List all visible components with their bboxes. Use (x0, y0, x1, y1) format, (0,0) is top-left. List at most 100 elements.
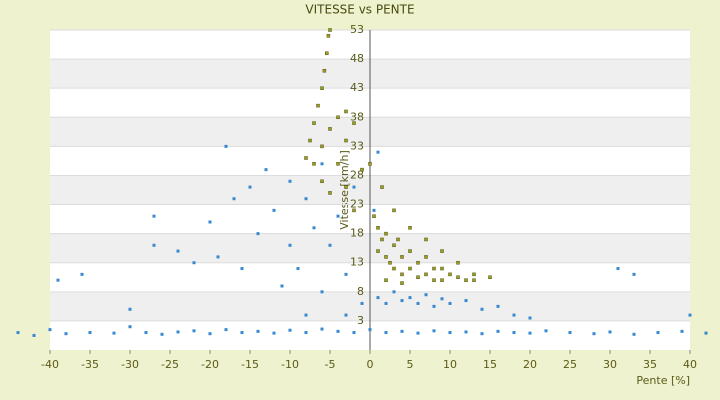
scatter-point (344, 272, 348, 276)
scatter-point (232, 197, 236, 201)
scatter-point (360, 167, 364, 172)
scatter-point (384, 278, 388, 282)
scatter-point (432, 304, 436, 308)
scatter-point (344, 138, 348, 143)
scatter-point (176, 249, 180, 253)
scatter-point (328, 28, 332, 32)
y-tick-label: 48 (350, 52, 364, 65)
scatter-point (632, 272, 636, 276)
scatter-point (152, 243, 156, 247)
x-tick-label: -5 (325, 358, 336, 371)
scatter-point (264, 168, 268, 172)
scatter-point (704, 331, 708, 335)
x-tick-label: -25 (161, 358, 179, 371)
scatter-point (392, 208, 396, 213)
scatter-point (312, 121, 316, 125)
scatter-point (432, 278, 436, 282)
scatter-point (512, 313, 516, 317)
x-tick-label: 30 (603, 358, 617, 371)
y-tick-label: 13 (350, 256, 364, 269)
scatter-point (456, 260, 460, 265)
y-tick-label: 3 (357, 314, 364, 327)
scatter-point (616, 267, 620, 271)
scatter-point (376, 296, 380, 300)
scatter-point (316, 103, 320, 108)
scatter-point (88, 331, 92, 335)
y-tick-label: 33 (350, 139, 364, 152)
scatter-point (336, 115, 340, 120)
scatter-point (392, 243, 396, 248)
scatter-point (112, 331, 116, 335)
x-tick-label: 20 (523, 358, 537, 371)
y-tick-label: 43 (350, 81, 364, 94)
scatter-point (384, 301, 388, 305)
scatter-point (360, 301, 364, 305)
scatter-point (344, 109, 348, 114)
scatter-point (448, 272, 452, 277)
y-tick-label: 28 (350, 168, 364, 181)
scatter-point (432, 329, 436, 333)
y-tick-label: 8 (357, 285, 364, 298)
scatter-point (544, 329, 548, 333)
scatter-point (400, 299, 404, 303)
scatter-point (344, 313, 348, 317)
scatter-point (272, 331, 276, 335)
scatter-point (326, 34, 331, 38)
scatter-point (224, 144, 228, 148)
scatter-point (320, 144, 324, 149)
scatter-point (392, 266, 396, 271)
scatter-point (16, 331, 20, 335)
scatter-point (296, 267, 300, 271)
scatter-point (240, 267, 244, 271)
scatter-point (400, 255, 404, 259)
x-tick-label: -10 (281, 358, 299, 371)
scatter-point (408, 266, 412, 271)
scatter-point (192, 329, 196, 333)
scatter-point (288, 243, 292, 247)
scatter-point (472, 272, 476, 277)
chart-title: VITESSE vs PENTE (305, 3, 414, 17)
x-tick-label: -35 (81, 358, 99, 371)
scatter-point (208, 220, 212, 224)
scatter-point (424, 293, 428, 297)
scatter-point (336, 162, 340, 166)
scatter-point (240, 331, 244, 335)
scatter-point (424, 237, 428, 242)
scatter-point (176, 330, 180, 334)
scatter-point (56, 278, 60, 282)
scatter-point (128, 325, 132, 329)
scatter-point (308, 138, 312, 143)
scatter-point (320, 162, 324, 166)
scatter-point (448, 301, 452, 305)
scatter-point (480, 332, 484, 336)
scatter-point (388, 260, 392, 265)
scatter-point (152, 214, 156, 218)
scatter-point (464, 278, 468, 282)
scatter-point (312, 226, 316, 230)
scatter-point (380, 185, 384, 189)
scatter-point (304, 331, 308, 335)
scatter-point (160, 332, 164, 336)
y-tick-label: 23 (350, 198, 364, 211)
scatter-point (416, 331, 420, 335)
scatter-point (400, 272, 404, 277)
scatter-point (336, 329, 340, 333)
scatter-point (384, 331, 388, 335)
scatter-point (416, 301, 420, 305)
scatter-point (440, 266, 444, 271)
scatter-point (320, 86, 324, 90)
scatter-point (288, 179, 292, 183)
scatter-point (376, 226, 380, 230)
scatter-point (304, 156, 308, 160)
scatter-point (392, 290, 396, 294)
scatter-point (272, 208, 276, 212)
scatter-point (416, 275, 420, 280)
x-tick-label: -15 (241, 358, 259, 371)
scatter-point (512, 331, 516, 335)
scatter-point (396, 237, 400, 242)
scatter-point (480, 307, 484, 311)
scatter-point (80, 272, 84, 276)
scatter-point (304, 197, 308, 201)
scatter-point (376, 150, 380, 154)
